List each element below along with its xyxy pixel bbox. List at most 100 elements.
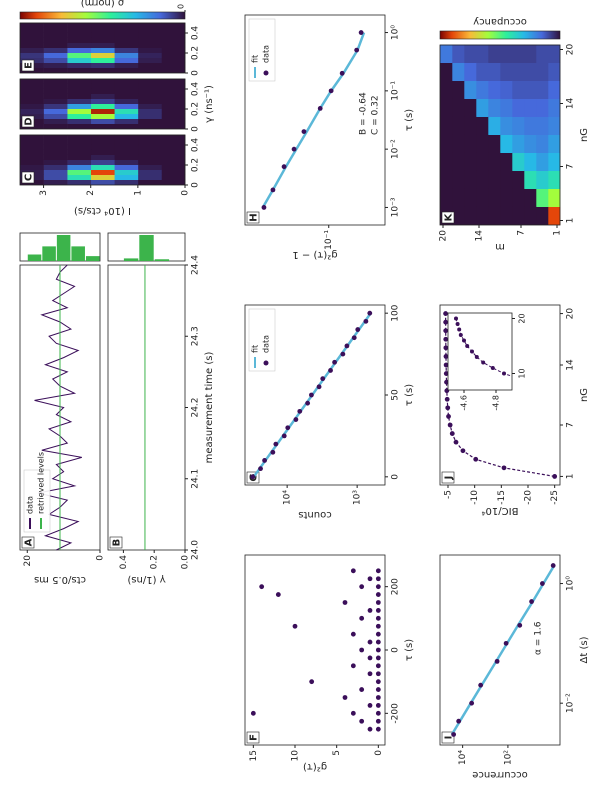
heatmap-cell	[500, 98, 513, 117]
data-point	[443, 345, 449, 351]
heatmap-cell	[114, 123, 139, 129]
data-point	[375, 679, 381, 685]
x-tick-label: 10⁰	[566, 576, 576, 591]
heatmap-cell	[524, 98, 537, 117]
data-point	[250, 710, 256, 716]
data-point	[291, 146, 297, 152]
x-tick-label: 0.2	[191, 158, 201, 172]
heatmap-cell	[20, 108, 44, 114]
heatmap-cell	[452, 116, 465, 135]
heatmap-cell	[90, 83, 115, 89]
heatmap-cell	[161, 108, 186, 114]
heatmap-cell	[452, 98, 465, 117]
heatmap-cell	[67, 144, 92, 150]
heatmap-cell	[161, 83, 186, 89]
data-point	[517, 622, 523, 628]
heatmap-cell	[500, 44, 513, 63]
inset-point	[542, 383, 546, 387]
histogram-bar	[71, 246, 85, 261]
y-axis-label: BIC/10⁴	[482, 505, 519, 516]
data-point	[262, 458, 267, 463]
heatmap-cell	[90, 108, 115, 114]
heatmap-cell	[43, 134, 68, 140]
data-point	[350, 710, 356, 716]
heatmap-cell	[536, 44, 549, 63]
heatmap-cell	[90, 113, 115, 119]
data-point	[293, 417, 299, 422]
heatmap-cell	[464, 206, 477, 225]
heatmap-cell	[114, 134, 139, 140]
colorbar	[19, 11, 186, 20]
heatmap-cell	[137, 159, 162, 165]
heatmap-cell	[464, 152, 477, 171]
heatmap-cell	[114, 27, 139, 33]
heatmap-cell	[20, 134, 44, 140]
heatmap-cell	[161, 22, 186, 28]
y-tick-label: 0	[181, 190, 191, 196]
heatmap-cell	[452, 62, 465, 81]
panel-label: B	[112, 539, 123, 547]
heatmap-cell	[20, 83, 44, 89]
legend-label: data	[262, 45, 271, 63]
data-point	[309, 679, 315, 685]
histogram-bar	[123, 258, 139, 261]
heatmap-cell	[90, 27, 115, 33]
y-tick-label: 7	[517, 230, 527, 236]
panel-label: C	[24, 174, 35, 181]
y-tick-label: 1	[553, 230, 563, 236]
heatmap-cell	[137, 37, 162, 43]
y-tick-label: 14	[475, 230, 485, 242]
heatmap-cell	[114, 78, 139, 84]
x-tick-label: 0	[191, 126, 201, 132]
heatmap-cell	[161, 123, 186, 129]
heatmap-cell	[43, 159, 68, 165]
panel-label-box	[21, 536, 35, 549]
data-point	[375, 584, 381, 590]
y-axis-label: g²(τ) − 1	[292, 249, 337, 260]
heatmap-cell	[43, 169, 68, 175]
y-tick-label: 0.2	[150, 555, 160, 569]
heatmap-cell	[67, 47, 92, 53]
plot-frame	[107, 264, 186, 551]
heatmap-cell	[464, 134, 477, 153]
heatmap-cell	[114, 93, 139, 99]
heatmap-cell	[137, 83, 162, 89]
data-point	[451, 732, 457, 737]
data-point	[359, 647, 365, 653]
data-point	[453, 439, 459, 445]
heatmap-cell	[137, 169, 162, 175]
heatmap-cell	[114, 154, 139, 160]
heatmap-cell	[536, 134, 549, 153]
inset-plot	[454, 316, 546, 390]
data-point	[342, 600, 348, 605]
heatmap-cell	[43, 37, 68, 43]
data-point	[367, 608, 373, 613]
heatmap-cell	[512, 152, 525, 171]
heatmap-cell	[67, 67, 92, 73]
heatmap-cell	[90, 62, 115, 68]
heatmap-cell	[452, 80, 465, 99]
panel-label: E	[24, 62, 35, 69]
histogram-bar	[139, 235, 154, 261]
data-point	[501, 465, 507, 471]
heatmap-cell	[114, 144, 139, 150]
heatmap-cell	[67, 134, 92, 140]
heatmap-cell	[67, 62, 92, 68]
x-axis-label: measurement time (s)	[204, 352, 215, 464]
heatmap-cell	[90, 78, 115, 84]
heatmap-cell	[20, 52, 44, 58]
heatmap-cell	[114, 67, 139, 73]
heatmap-cell	[488, 152, 501, 171]
x-tick-label: 20	[566, 44, 576, 56]
heatmap-cell	[90, 134, 115, 140]
x-tick-label: 1	[566, 218, 576, 224]
y-tick-label: 0.4	[119, 555, 129, 570]
inset-point	[454, 316, 458, 321]
heatmap-cell	[476, 62, 489, 81]
heatmap-cell	[43, 139, 68, 145]
heatmap-cell	[137, 78, 162, 84]
heatmap-cell	[137, 57, 162, 63]
data-point	[375, 615, 381, 621]
data-point	[447, 422, 453, 428]
